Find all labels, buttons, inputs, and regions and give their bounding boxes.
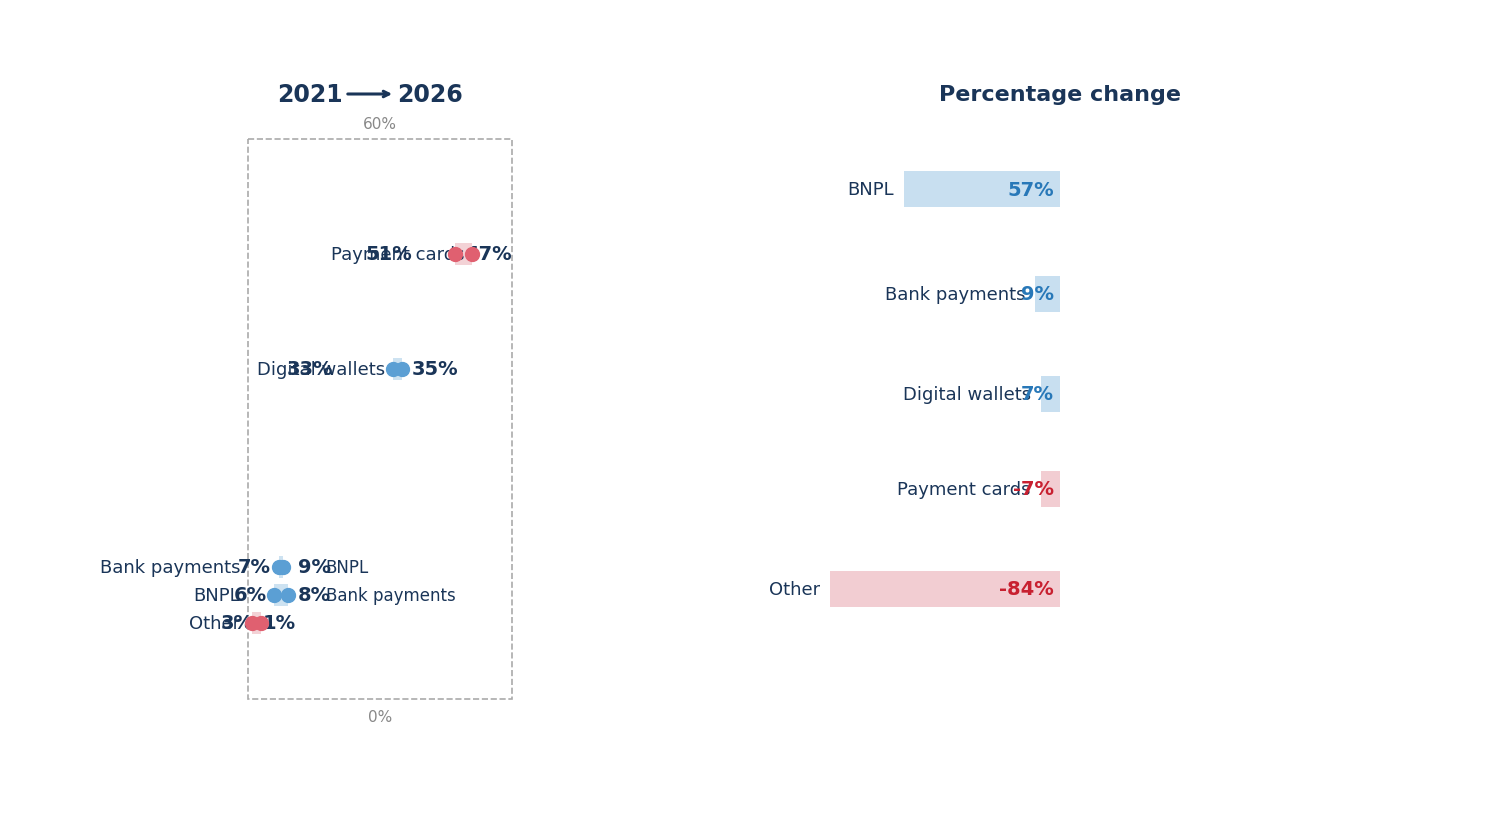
Text: 8%: 8% [297, 586, 330, 604]
Bar [1040, 377, 1060, 413]
Text: 0%: 0% [368, 709, 392, 724]
Text: 2026: 2026 [398, 83, 462, 106]
Bar [248, 140, 512, 699]
Text: 7%: 7% [237, 558, 270, 577]
Bar [1040, 472, 1060, 508]
Text: Digital wallets: Digital wallets [257, 360, 386, 378]
Bar [279, 556, 284, 578]
Text: Percentage change: Percentage change [940, 85, 1181, 105]
Bar [393, 359, 402, 381]
Bar [830, 572, 1060, 607]
Text: -84%: -84% [1000, 580, 1054, 599]
Text: Bank payments: Bank payments [326, 586, 455, 604]
Text: -7%: -7% [1013, 480, 1054, 499]
Text: 2021: 2021 [278, 83, 342, 106]
Text: Other: Other [769, 581, 820, 598]
Text: Bank payments: Bank payments [99, 559, 240, 577]
Bar [1036, 277, 1060, 313]
Bar [275, 584, 288, 606]
Text: 33%: 33% [287, 360, 333, 379]
Text: 3%: 3% [221, 613, 254, 633]
Text: 6%: 6% [233, 586, 266, 604]
Text: BNPL: BNPL [326, 559, 369, 577]
Text: Payment cards: Payment cards [898, 481, 1031, 499]
Text: 47%: 47% [465, 245, 512, 265]
Text: BNPL: BNPL [847, 181, 895, 199]
Text: Digital wallets: Digital wallets [902, 386, 1031, 404]
Text: 51%: 51% [366, 245, 413, 265]
Text: Other: Other [189, 614, 240, 632]
Bar [904, 172, 1060, 208]
Text: 60%: 60% [363, 117, 396, 132]
Text: BNPL: BNPL [194, 586, 240, 604]
Bar [252, 613, 261, 634]
Text: 1%: 1% [263, 613, 296, 633]
Text: 35%: 35% [411, 360, 459, 379]
Text: 7%: 7% [1021, 385, 1054, 404]
Text: 9%: 9% [1021, 285, 1054, 304]
Text: Bank payments: Bank payments [886, 286, 1025, 304]
Text: 9%: 9% [297, 558, 330, 577]
Text: 57%: 57% [1007, 180, 1054, 199]
Text: Payment cards: Payment cards [330, 246, 464, 264]
Bar [455, 244, 473, 265]
